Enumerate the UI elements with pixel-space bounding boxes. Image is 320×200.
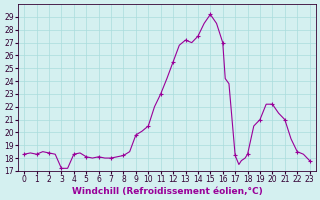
X-axis label: Windchill (Refroidissement éolien,°C): Windchill (Refroidissement éolien,°C) (72, 187, 262, 196)
